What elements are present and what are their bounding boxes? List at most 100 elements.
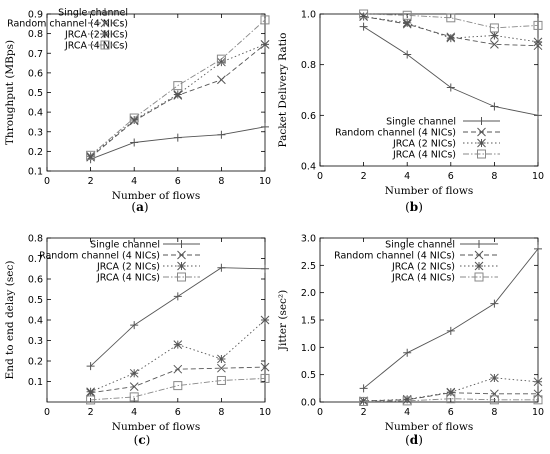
y-tick-label: 0.4	[301, 162, 316, 173]
legend-marker	[177, 250, 186, 260]
data-point	[86, 151, 95, 161]
data-point	[260, 362, 270, 372]
y-tick-label: 0.8	[28, 234, 43, 245]
panel-label-open: (	[131, 200, 136, 214]
y-tick-label: 1.0	[301, 10, 316, 21]
data-point	[402, 10, 412, 20]
series-line	[90, 319, 266, 393]
panel-label-close: )	[418, 200, 423, 214]
series-line	[90, 126, 266, 160]
panel-label: (b)	[405, 200, 423, 214]
data-point	[446, 394, 456, 404]
y-tick-label: 1.0	[301, 343, 316, 354]
data-point	[173, 81, 183, 91]
y-tick-label: 0.5	[301, 370, 316, 381]
x-tick-label: 0	[317, 407, 323, 418]
data-point	[173, 90, 183, 99]
series-line	[363, 377, 539, 402]
x-tick-label: 0	[44, 176, 50, 187]
series-0	[359, 22, 542, 120]
x-tick-label: 8	[218, 407, 224, 418]
legend-label: Random channel (4 NICs)	[39, 251, 160, 262]
data-point	[534, 111, 542, 120]
legend-marker	[177, 240, 186, 248]
legend-label: JRCA (4 NICs)	[392, 150, 456, 161]
y-tick-label: 0.4	[28, 316, 43, 327]
data-point	[129, 392, 139, 402]
x-tick-label: 4	[404, 171, 410, 182]
data-point	[490, 389, 499, 399]
panel-label: (c)	[134, 433, 151, 447]
x-tick-label: 2	[88, 176, 94, 187]
x-tick-label: 8	[491, 407, 497, 418]
data-point	[533, 37, 543, 47]
x-tick-label: 8	[491, 171, 497, 182]
data-point	[359, 12, 368, 21]
x-axis-label: Number of flows	[385, 421, 473, 433]
data-point	[489, 23, 499, 33]
y-axis-label: End to end delay (sec)	[4, 261, 16, 380]
data-point	[490, 373, 499, 383]
data-point	[216, 54, 226, 64]
panel-label-close: )	[144, 200, 149, 214]
data-point	[490, 40, 499, 49]
legend-marker	[177, 261, 186, 271]
data-point	[533, 20, 543, 30]
data-point	[490, 31, 499, 40]
y-tick-label: 0.1	[28, 377, 43, 388]
data-point	[403, 348, 412, 357]
y-axis-label: Throughput (MBps)	[4, 40, 16, 145]
legend-marker	[477, 117, 486, 125]
legend-label: Random channel (4 NICs)	[7, 19, 128, 30]
y-tick-label: 0.8	[28, 29, 43, 40]
series-0	[359, 244, 542, 393]
data-point	[446, 13, 456, 23]
panel-label-open: (	[134, 433, 139, 447]
panel-label-letter: b	[410, 200, 418, 214]
y-tick-label: 0.4	[28, 108, 43, 119]
series-3	[86, 15, 270, 160]
y-tick-label: 0.0	[301, 398, 316, 409]
series-3	[359, 9, 543, 33]
data-point	[261, 122, 269, 131]
y-tick-label: 0.6	[301, 111, 316, 122]
legend-label: Single channel	[90, 240, 160, 251]
series-2	[359, 12, 543, 47]
data-point	[533, 377, 543, 387]
data-point	[173, 340, 183, 349]
y-tick-label: 0.3	[28, 336, 43, 347]
legend-label: JRCA (4 NICs)	[96, 273, 160, 284]
y-tick-label: 0.9	[28, 10, 43, 21]
x-tick-label: 10	[259, 407, 271, 418]
panel-label-open: (	[405, 200, 410, 214]
legend-marker	[100, 29, 110, 39]
data-point	[129, 113, 139, 123]
x-tick-label: 2	[361, 171, 367, 182]
data-point	[446, 387, 456, 397]
series-1	[86, 40, 270, 162]
data-point	[533, 389, 543, 399]
series-line	[90, 43, 266, 157]
x-tick-label: 4	[131, 407, 137, 418]
panel-label: (d)	[405, 433, 423, 447]
y-tick-label: 0.5	[28, 88, 43, 99]
legend-marker	[477, 149, 486, 159]
y-tick-label: 0.3	[28, 127, 43, 138]
series-line	[90, 377, 266, 401]
legend-marker	[477, 127, 486, 137]
legend-label: JRCA (4 NICs)	[64, 41, 128, 52]
y-tick-label: 0.6	[28, 68, 43, 79]
series-line	[90, 19, 266, 156]
series-line	[363, 13, 539, 29]
chart-b: 0 2 4 6 8 10 0.4 0.6 0.8 1.0 Number of flows Packet…	[277, 9, 544, 214]
data-point	[173, 364, 183, 374]
data-point	[403, 50, 412, 59]
data-point	[173, 292, 182, 301]
panel-label: (a)	[131, 200, 148, 214]
legend-label: JRCA (2 NICs)	[64, 30, 128, 41]
data-point	[402, 396, 412, 406]
x-tick-label: 6	[175, 176, 181, 187]
